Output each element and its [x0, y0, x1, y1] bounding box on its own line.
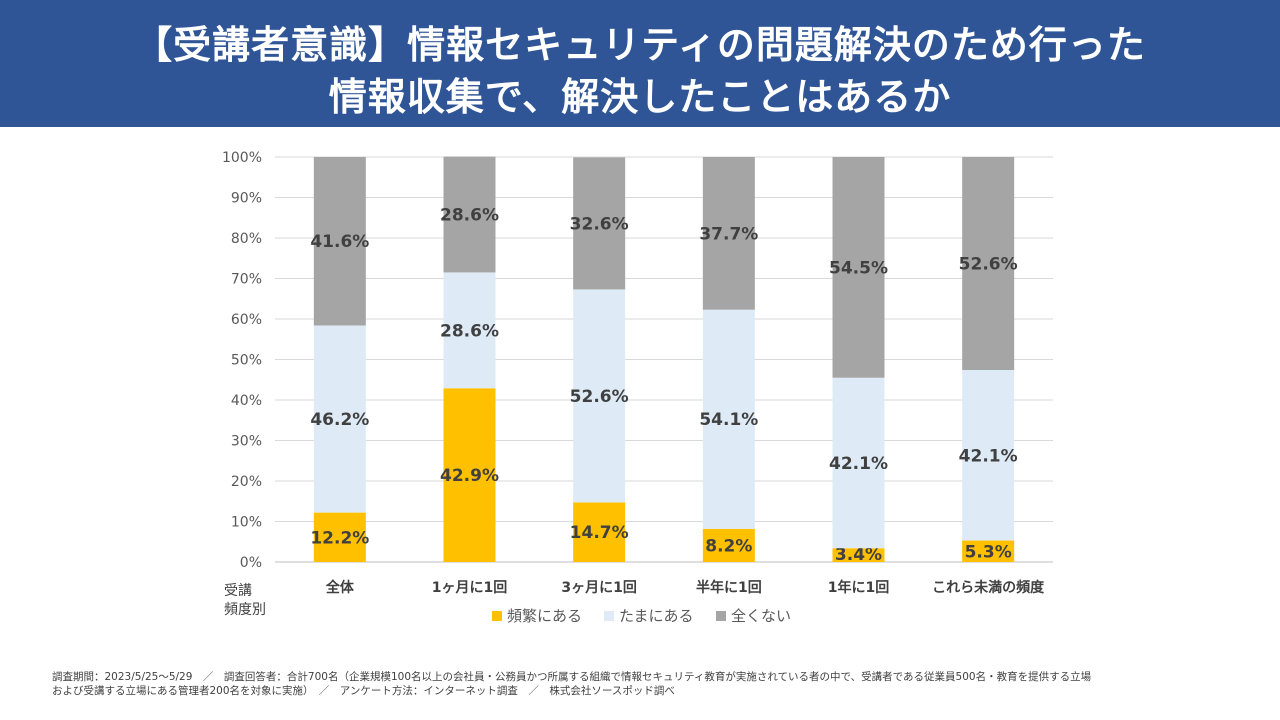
data-label: 42.1%: [959, 446, 1018, 466]
y-tick-label: 90%: [231, 191, 262, 207]
bar-segment: [962, 157, 1015, 371]
bar-segment: [443, 388, 496, 562]
data-label: 41.6%: [310, 232, 369, 252]
footnote-line1: 調査期間：2023/5/25～5/29 ／ 調査回答者：合計700名（企業規模1…: [52, 671, 1092, 683]
bar-segment: [832, 548, 885, 562]
data-label: 52.6%: [570, 387, 629, 407]
data-label: 42.9%: [440, 466, 499, 486]
data-label: 32.6%: [570, 214, 629, 234]
legend-swatch: [604, 611, 614, 621]
y-tick-label: 50%: [231, 353, 262, 369]
y-tick-label: 60%: [231, 312, 262, 328]
x-axis-title: 受講 頻度別: [224, 582, 266, 620]
y-tick-label: 30%: [231, 434, 262, 450]
x-tick-label: 1ヶ月に1回: [432, 580, 507, 596]
bar-segment: [962, 370, 1015, 541]
y-tick-label: 40%: [231, 393, 262, 409]
data-label: 28.6%: [440, 321, 499, 341]
data-label: 28.6%: [440, 206, 499, 226]
data-label: 12.2%: [310, 528, 369, 548]
x-axis-title-line2: 頻度別: [224, 602, 266, 618]
footnote-line2: および受講する立場にある管理者200名を対象に実施） ／ アンケート方法：インタ…: [52, 685, 675, 697]
bar-segment: [313, 512, 366, 562]
bar-segment: [702, 157, 755, 310]
bar-segment: [832, 377, 885, 549]
bar-segment: [313, 325, 366, 513]
x-tick-label: 全体: [325, 579, 355, 596]
data-label: 3.4%: [835, 545, 882, 565]
bar-segment: [702, 528, 755, 562]
x-tick-label: 半年に1回: [696, 579, 762, 596]
page-title-line1: 【受講者意識】情報セキュリティの問題解決のため行った: [134, 23, 1146, 67]
data-label: 54.5%: [829, 258, 888, 278]
x-tick-label: 1年に1回: [828, 579, 889, 596]
stacked-bar-chart: 0% 10% 20% 30% 40% 50% 60% 70% 80% 90% 100% 12.2% 46…: [222, 150, 1053, 625]
legend-label: 頻繁にある: [507, 607, 582, 625]
x-axis-title-line1: 受講: [224, 583, 252, 599]
footnote: 調査期間：2023/5/25～5/29 ／ 調査回答者：合計700名（企業規模1…: [52, 670, 1242, 698]
legend-swatch: [492, 611, 502, 621]
bar-segment: [313, 157, 366, 326]
y-tick-label: 0%: [240, 555, 262, 571]
bar-segment: [443, 156, 496, 273]
legend-label: 全くない: [731, 607, 791, 625]
data-label: 5.3%: [965, 542, 1012, 562]
data-label: 42.1%: [829, 454, 888, 474]
data-label: 37.7%: [699, 224, 758, 244]
data-label: 54.1%: [699, 410, 758, 430]
y-tick-label: 70%: [231, 272, 262, 288]
data-label: 52.6%: [959, 255, 1018, 275]
x-tick-label: これら未満の頻度: [932, 579, 1045, 596]
y-tick-label: 20%: [231, 474, 262, 490]
y-tick-label: 80%: [231, 231, 262, 247]
bar-segment: [832, 157, 885, 378]
bar-segment: [573, 157, 626, 290]
bar-segment: [573, 502, 626, 562]
bar-segment: [702, 309, 755, 529]
data-label: 8.2%: [705, 536, 752, 556]
title-banner: 【受講者意識】情報セキュリティの問題解決のため行った 情報収集で、解決したことは…: [0, 0, 1280, 127]
legend-swatch: [716, 611, 726, 621]
legend-label: たまにある: [619, 607, 694, 625]
bar-segment: [573, 289, 626, 503]
page-title-line2: 情報収集で、解決したことはあるか: [328, 75, 952, 119]
bar-segment: [443, 272, 496, 389]
data-label: 46.2%: [310, 410, 369, 430]
bar-segment: [962, 540, 1015, 562]
x-tick-label: 3ヶ月に1回: [561, 580, 636, 596]
data-label: 14.7%: [570, 523, 629, 543]
y-tick-label: 10%: [231, 515, 262, 531]
y-tick-label: 100%: [222, 150, 262, 166]
